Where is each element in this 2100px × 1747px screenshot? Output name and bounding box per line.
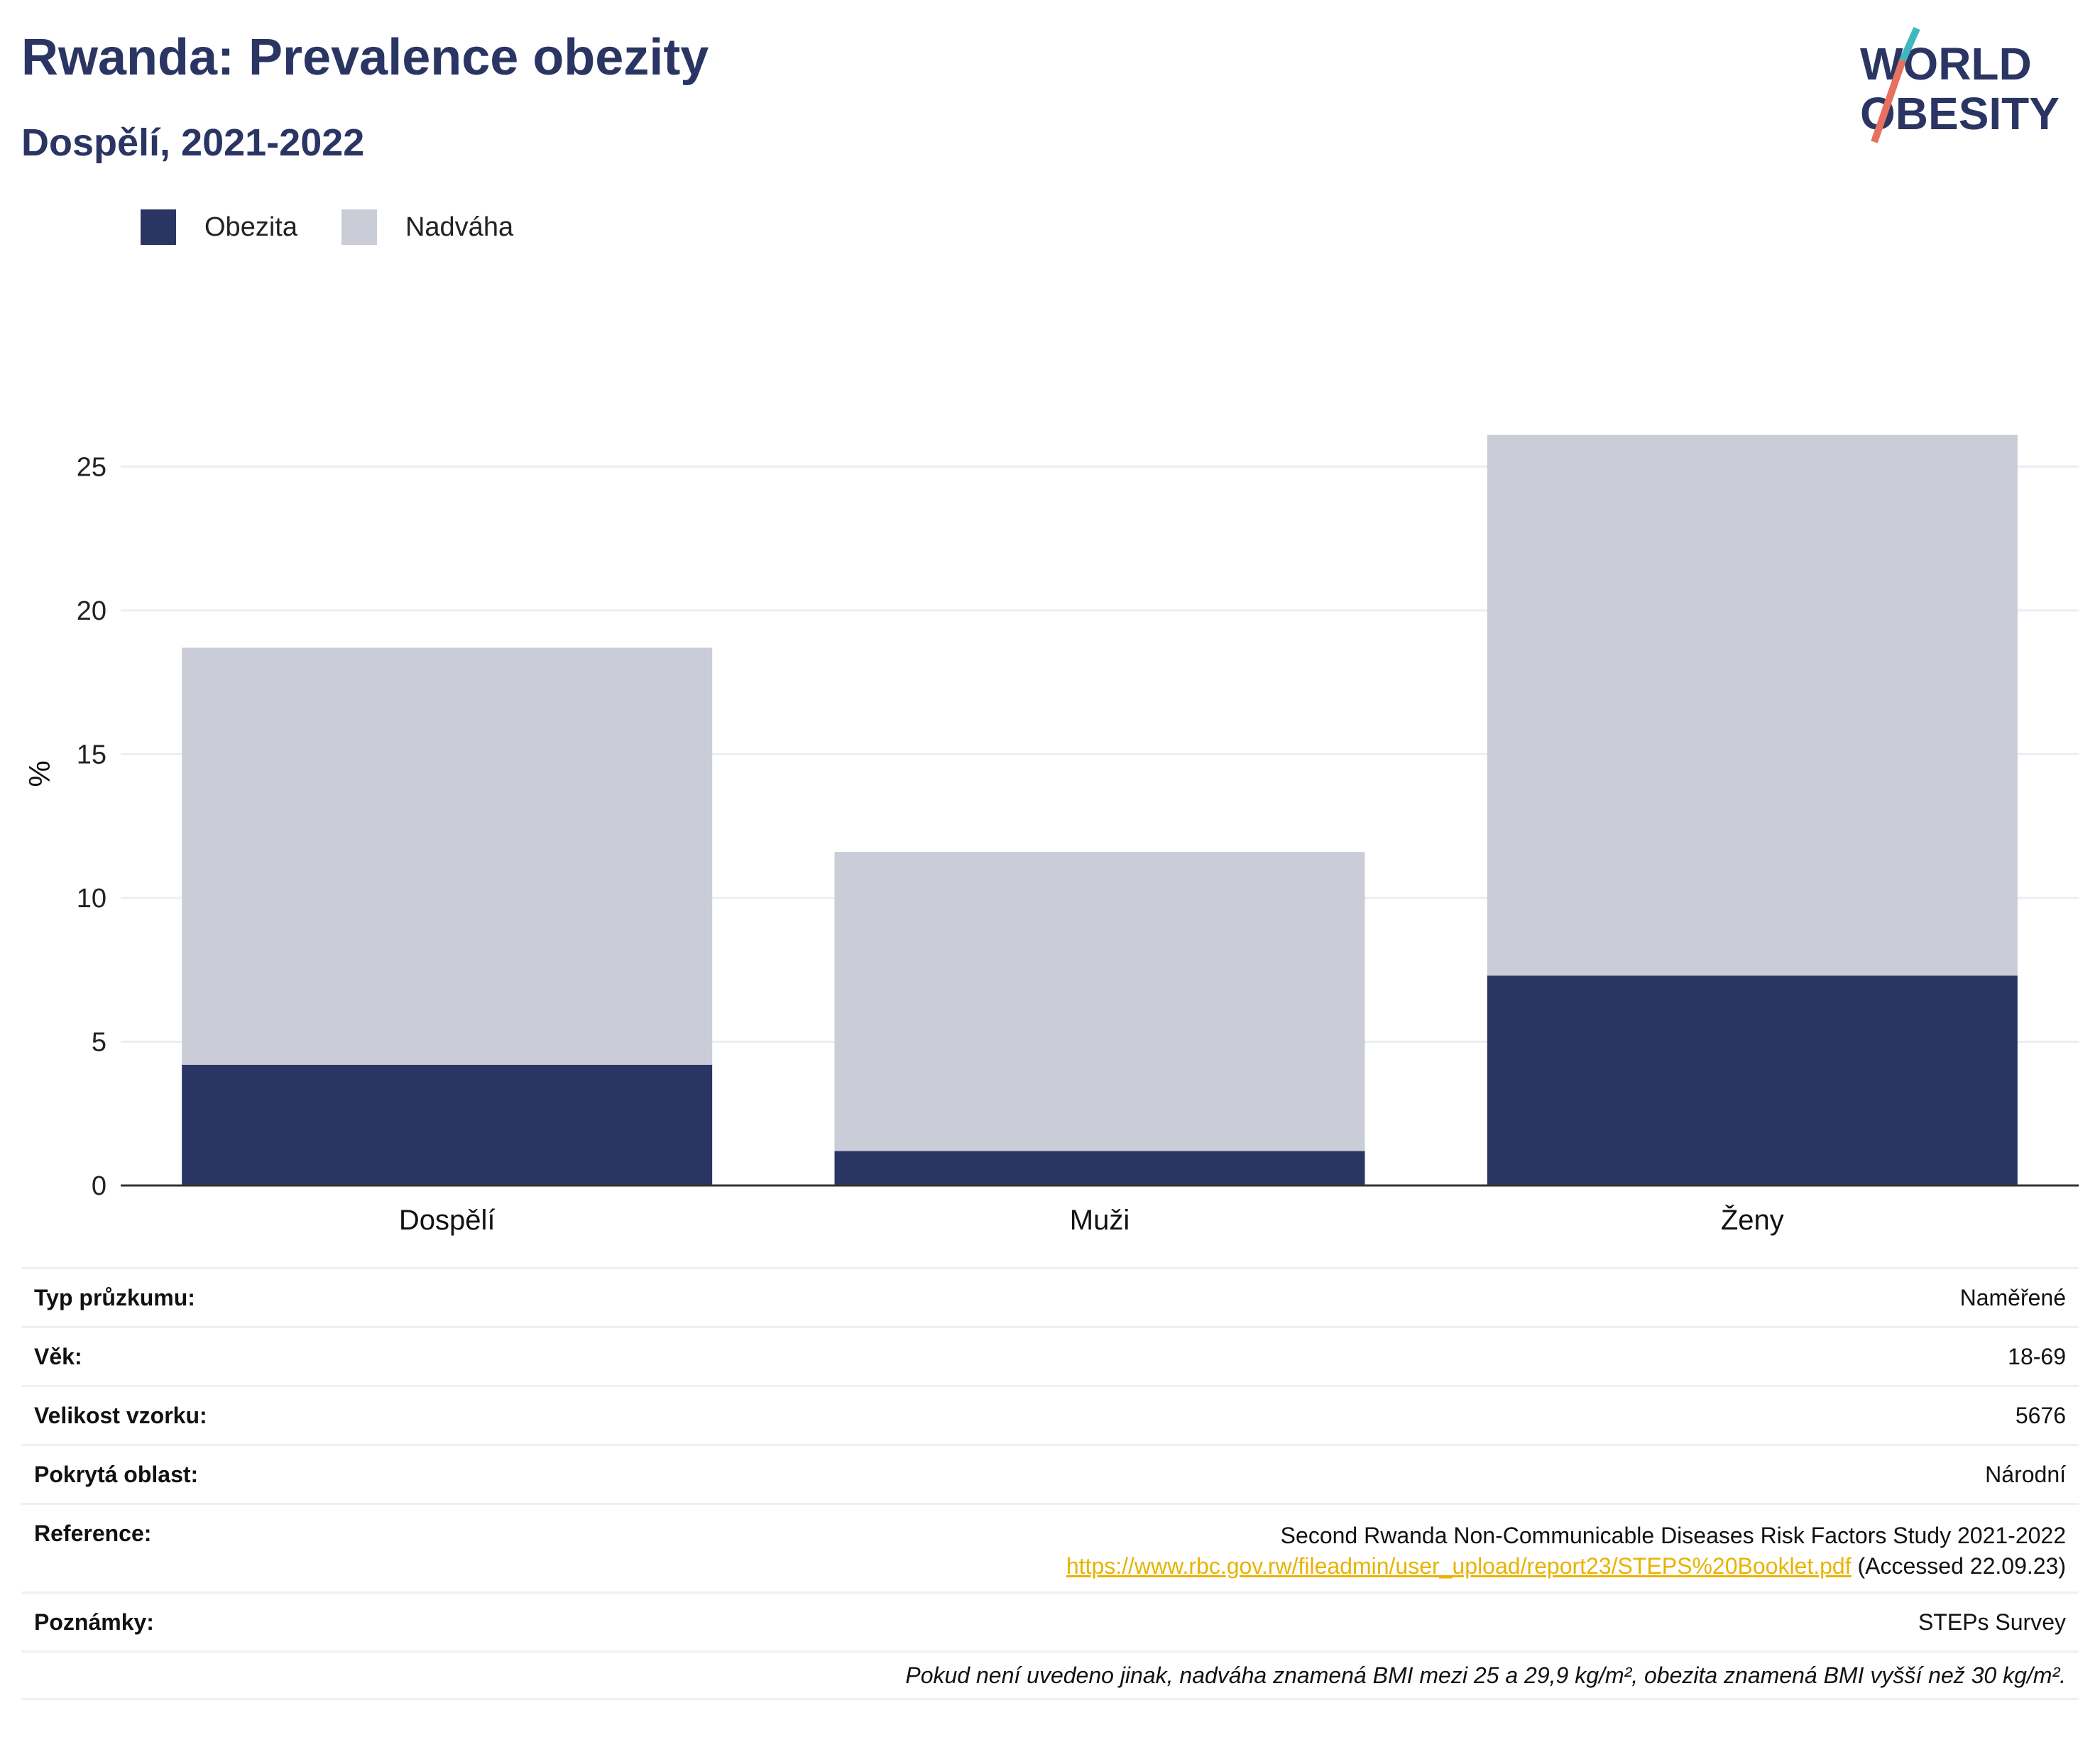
meta-value: Národní bbox=[1985, 1461, 2066, 1487]
bars bbox=[182, 434, 2018, 1185]
meta-value: 5676 bbox=[2015, 1402, 2066, 1428]
y-tick-label: 0 bbox=[92, 1171, 106, 1201]
meta-key: Typ průzkumu: bbox=[34, 1284, 195, 1310]
meta-row-reference: Reference: Second Rwanda Non-Communicabl… bbox=[21, 1503, 2079, 1592]
x-tick-label: Muži bbox=[1070, 1205, 1130, 1236]
legend-item-obesity: Obezita bbox=[141, 209, 297, 245]
meta-row: Velikost vzorku: 5676 bbox=[21, 1385, 2079, 1444]
bar-obesity bbox=[834, 1151, 1365, 1185]
meta-row-notes: Poznámky: STEPs Survey bbox=[21, 1592, 2079, 1650]
y-tick-label: 20 bbox=[77, 596, 106, 626]
y-axis-label: % bbox=[23, 760, 56, 787]
meta-key-notes: Poznámky: bbox=[34, 1609, 154, 1635]
bar-overweight bbox=[182, 647, 713, 1065]
axes: 0 5 10 15 20 25 Dospělí Muži Ženy% bbox=[23, 452, 2079, 1236]
legend-label-obesity: Obezita bbox=[204, 212, 297, 242]
bar-obesity bbox=[1487, 975, 2018, 1185]
world-obesity-logo: WORLD OBESITY bbox=[1860, 26, 2060, 143]
meta-value: 18-69 bbox=[2008, 1343, 2066, 1369]
y-tick-label: 5 bbox=[92, 1027, 106, 1057]
reference-link[interactable]: https://www.rbc.gov.rw/fileadmin/user_up… bbox=[1066, 1553, 1852, 1579]
meta-key: Věk: bbox=[34, 1343, 82, 1369]
meta-footnote: Pokud není uvedeno jinak, nadváha znamen… bbox=[905, 1662, 2066, 1688]
chart-title: Rwanda: Prevalence obezity bbox=[21, 29, 709, 86]
y-tick-label: 10 bbox=[77, 884, 106, 914]
meta-value: Naměřené bbox=[1959, 1284, 2066, 1310]
legend-label-overweight: Nadváha bbox=[405, 212, 514, 242]
stacked-bar-chart: 0 5 10 15 20 25 Dospělí Muži Ženy% bbox=[23, 434, 2079, 1236]
bar-overweight bbox=[1487, 434, 2018, 976]
chart-legend: Obezita Nadváha bbox=[141, 209, 557, 245]
meta-bottom-rule bbox=[21, 1698, 2079, 1700]
meta-row: Pokrytá oblast: Národní bbox=[21, 1444, 2079, 1503]
x-tick-label: Ženy bbox=[1721, 1204, 1784, 1236]
chart-subtitle: Dospělí, 2021-2022 bbox=[21, 121, 365, 164]
meta-row-footnote: Pokud není uvedeno jinak, nadváha znamen… bbox=[21, 1650, 2079, 1698]
meta-key: Velikost vzorku: bbox=[34, 1402, 207, 1428]
meta-value-notes: STEPs Survey bbox=[1918, 1609, 2066, 1635]
meta-key: Pokrytá oblast: bbox=[34, 1461, 199, 1487]
meta-row: Typ průzkumu: Naměřené bbox=[21, 1267, 2079, 1326]
meta-key-reference: Reference: bbox=[34, 1521, 152, 1546]
meta-value-reference: Second Rwanda Non-Communicable Diseases … bbox=[1066, 1521, 2066, 1582]
survey-metadata-table: Typ průzkumu: Naměřené Věk: 18-69 Velikost v… bbox=[21, 1267, 2079, 1700]
y-tick-label: 25 bbox=[77, 452, 106, 482]
legend-swatch-obesity bbox=[141, 209, 176, 245]
y-tick-label: 15 bbox=[77, 740, 106, 770]
reference-accessed: (Accessed 22.09.23) bbox=[1851, 1553, 2067, 1579]
x-tick-label: Dospělí bbox=[399, 1205, 496, 1236]
legend-swatch-overweight bbox=[341, 209, 377, 245]
legend-item-overweight: Nadváha bbox=[341, 209, 513, 245]
svg-text:WORLD: WORLD bbox=[1860, 38, 2032, 89]
bar-obesity bbox=[182, 1064, 713, 1185]
meta-row: Věk: 18-69 bbox=[21, 1326, 2079, 1385]
reference-title: Second Rwanda Non-Communicable Diseases … bbox=[1280, 1523, 2066, 1548]
bar-overweight bbox=[834, 852, 1365, 1151]
